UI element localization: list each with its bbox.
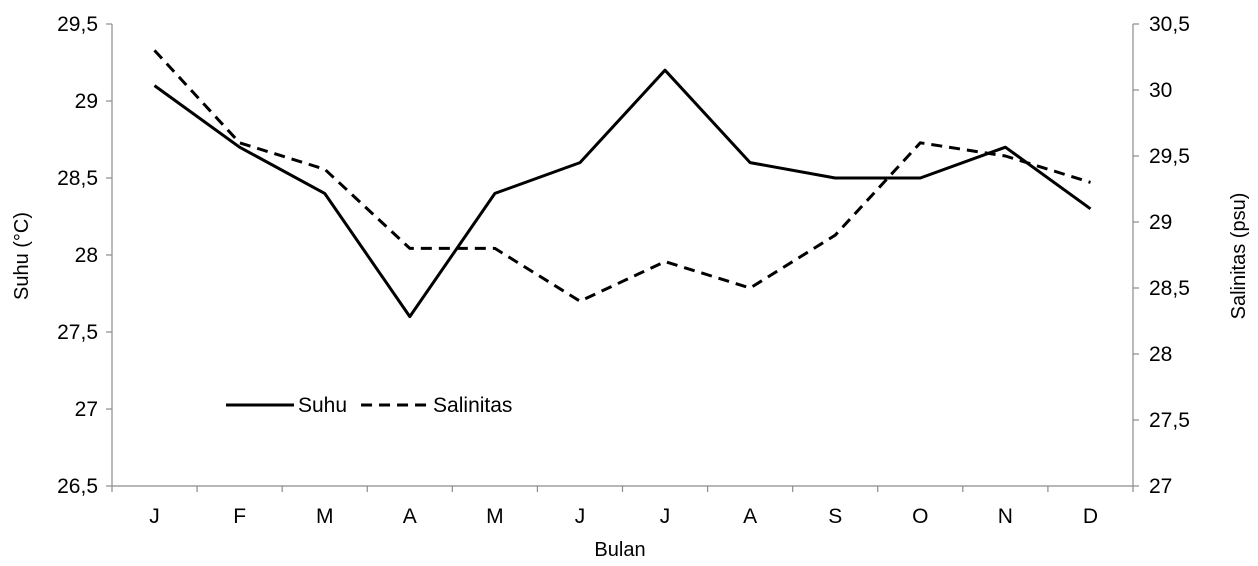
- y-tick-label-left: 28: [75, 244, 98, 267]
- x-tick-label: N: [998, 505, 1013, 528]
- x-tick-label: O: [912, 505, 928, 528]
- x-axis-title: Bulan: [594, 539, 645, 561]
- y-tick-label-right: 30,5: [1149, 13, 1190, 36]
- legend-label-suhu: Suhu: [298, 394, 347, 417]
- x-tick-label: J: [149, 505, 160, 528]
- y-axis-title-right: Salinitas (psu): [1228, 193, 1250, 320]
- y-tick-label-right: 27: [1149, 475, 1172, 498]
- x-tick-label: M: [486, 505, 504, 528]
- y-tick-label-left: 27,5: [57, 321, 98, 344]
- y-tick-label-left: 28,5: [57, 167, 98, 190]
- x-tick-label: A: [743, 505, 757, 528]
- legend-label-salinitas: Salinitas: [433, 394, 512, 417]
- y-tick-label-right: 30: [1149, 79, 1172, 102]
- ticks: 26,5 27 27,5 28 28,5 29 29,5 27 27,5 28 28,5 29 29,5…: [57, 13, 1190, 528]
- y-axis-title-left: Suhu (°C): [11, 212, 33, 300]
- axes: [111, 24, 1134, 487]
- y-tick-label-right: 28: [1149, 343, 1172, 366]
- y-tick-label-right: 29,5: [1149, 145, 1190, 168]
- y-tick-label-left: 29: [75, 90, 98, 113]
- x-tick-label: J: [575, 505, 586, 528]
- y-tick-label-left: 26,5: [57, 475, 98, 498]
- legend: Suhu Salinitas: [226, 394, 512, 417]
- series-line-suhu: [153, 68, 1092, 319]
- x-tick-label: A: [403, 505, 417, 528]
- y-tick-label-right: 28,5: [1149, 277, 1190, 300]
- x-tick-label: J: [660, 505, 671, 528]
- y-tick-label-left: 29,5: [57, 13, 98, 36]
- y-tick-label-right: 27,5: [1149, 409, 1190, 432]
- y-tick-label-right: 29: [1149, 211, 1172, 234]
- series-line-salinitas: [153, 49, 1091, 303]
- x-tick-label: F: [233, 505, 246, 528]
- y-tick-label-left: 27: [75, 398, 98, 421]
- series-lines: [153, 49, 1092, 319]
- x-tick-label: D: [1083, 505, 1098, 528]
- x-tick-label: S: [828, 505, 842, 528]
- x-tick-label: M: [316, 505, 334, 528]
